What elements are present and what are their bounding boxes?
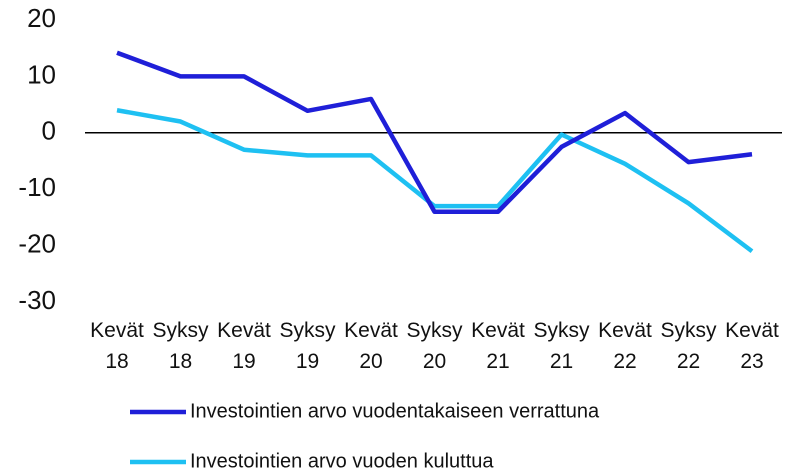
y-tick-label: -10	[18, 172, 56, 202]
x-tick-label: Kevät 21	[471, 319, 525, 373]
y-tick-label: 0	[42, 116, 56, 146]
series-line	[116, 50, 753, 215]
x-tick-label: Kevät 22	[598, 319, 652, 373]
x-tick-label: Kevät 19	[217, 319, 271, 373]
x-tick-label: Kevät 18	[90, 319, 144, 373]
x-tick-label: Syksy 21	[533, 319, 590, 373]
x-tick-label: Syksy 22	[660, 319, 717, 373]
y-tick-label: 20	[27, 3, 56, 33]
legend-label: Investointien arvo vuodentakaiseen verra…	[190, 400, 600, 422]
series-line	[116, 108, 754, 254]
x-tick-label: Syksy 20	[406, 319, 463, 373]
x-tick-label: Syksy 19	[279, 319, 336, 373]
x-tick-label: Syksy 18	[152, 319, 209, 373]
y-tick-label: -20	[18, 228, 56, 258]
y-tick-label: -30	[18, 285, 56, 315]
y-tick-label: 10	[27, 59, 56, 89]
x-tick-label: Kevät 23	[725, 319, 779, 373]
x-tick-label: Kevät 20	[344, 319, 398, 373]
legend-label: Investointien arvo vuoden kuluttua	[190, 450, 494, 470]
